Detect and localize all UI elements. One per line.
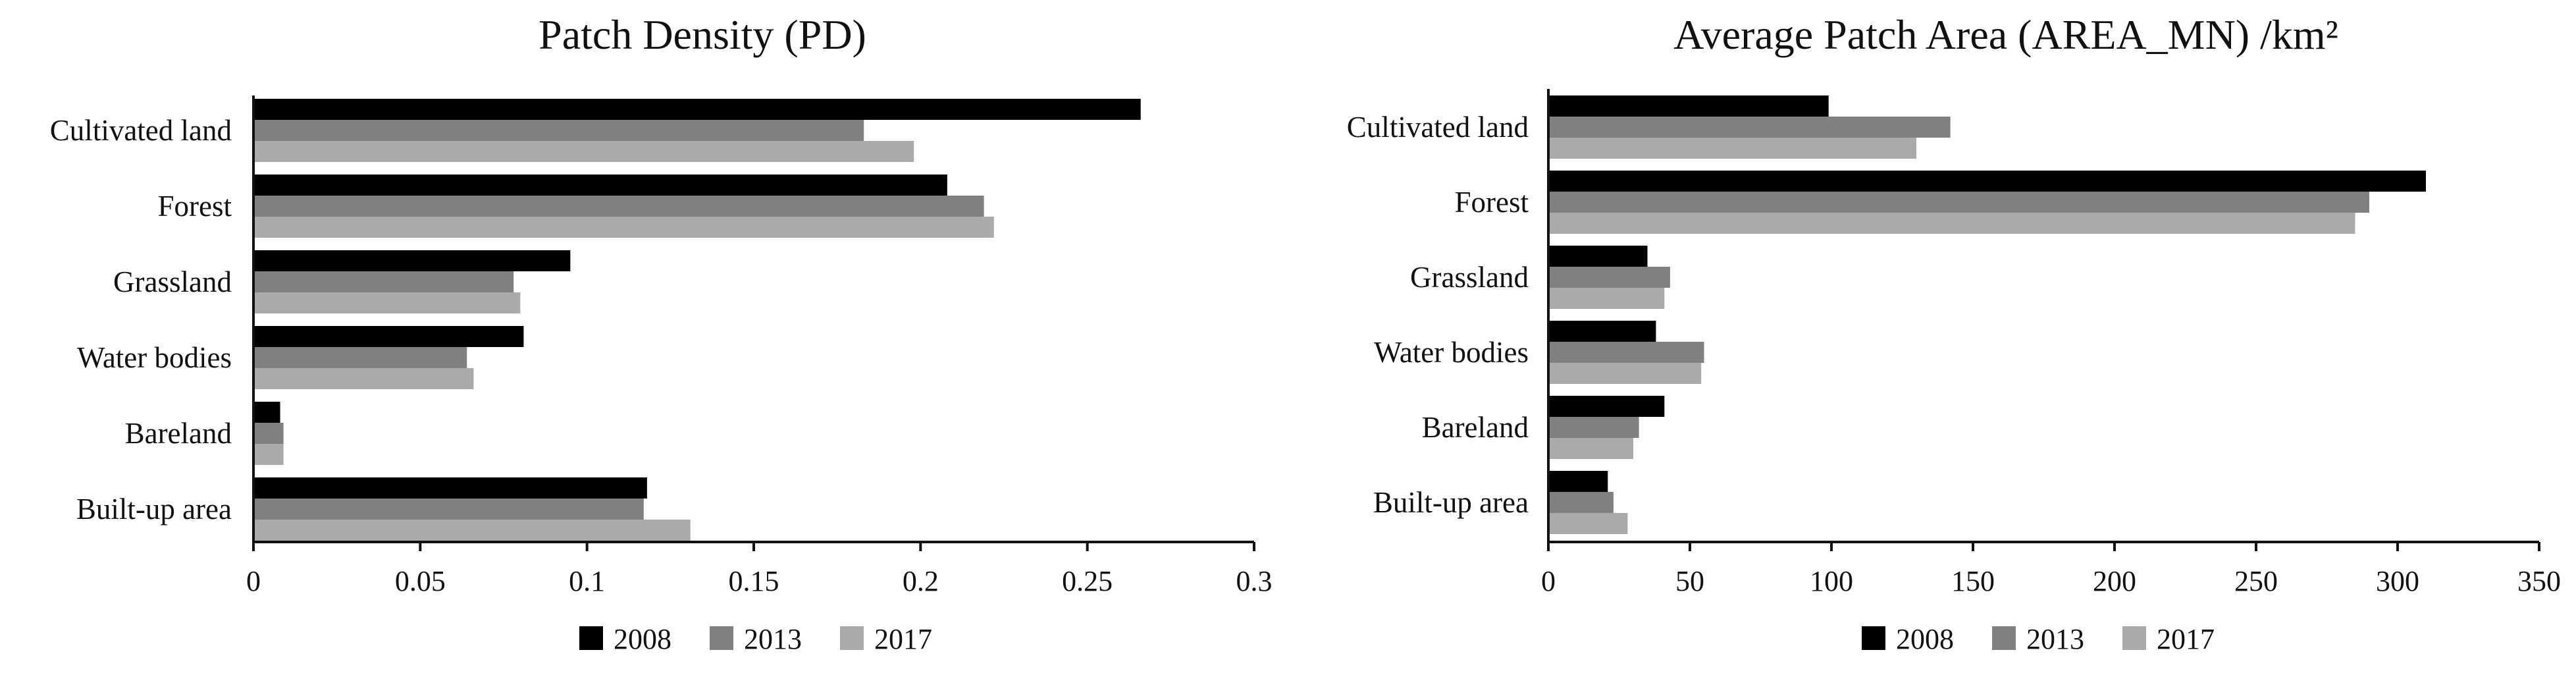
bar-cultivated-land-2017: [1548, 138, 1916, 159]
legend-swatch-2013: [1992, 626, 2016, 650]
bar-forest-2008: [1548, 171, 2426, 192]
bar-water-bodies-2017: [253, 368, 474, 389]
legend-label: 2017: [874, 623, 932, 655]
bar-forest-2013: [1548, 192, 2369, 213]
x-tick-label: 300: [2376, 565, 2419, 597]
x-tick-label: 0.25: [1062, 565, 1113, 597]
x-tick-label: 250: [2234, 565, 2278, 597]
chart-title: Patch Density (PD): [539, 11, 866, 58]
bar-built-up-area-2017: [1548, 513, 1628, 534]
bar-built-up-area-2008: [1548, 471, 1608, 492]
bar-water-bodies-2013: [253, 347, 467, 368]
bar-cultivated-land-2013: [1548, 117, 1951, 138]
x-tick-label: 0.1: [569, 565, 605, 597]
bar-grassland-2013: [1548, 267, 1670, 288]
category-label: Grassland: [113, 265, 232, 298]
category-label: Water bodies: [1374, 336, 1529, 369]
bar-bareland-2013: [1548, 417, 1639, 438]
bar-water-bodies-2008: [253, 326, 524, 347]
category-label: Cultivated land: [1347, 111, 1529, 144]
x-tick-label: 0: [1541, 565, 1556, 597]
bar-grassland-2008: [1548, 246, 1648, 267]
category-label: Built-up area: [76, 493, 232, 526]
x-tick-label: 150: [1951, 565, 1995, 597]
category-label: Grassland: [1410, 261, 1529, 294]
category-label: Bareland: [1422, 411, 1529, 444]
bar-bareland-2008: [253, 402, 280, 423]
bar-built-up-area-2008: [253, 477, 647, 499]
bar-bareland-2017: [253, 444, 284, 465]
x-tick-label: 50: [1675, 565, 1704, 597]
bar-bareland-2017: [1548, 438, 1633, 459]
bar-cultivated-land-2008: [253, 99, 1141, 120]
x-tick-label: 0.05: [395, 565, 446, 597]
bar-built-up-area-2013: [1548, 492, 1614, 513]
x-tick-label: 0.15: [729, 565, 779, 597]
category-label: Bareland: [125, 417, 232, 450]
chart-title: Average Patch Area (AREA_MN) /km²: [1673, 11, 2338, 58]
bar-grassland-2017: [253, 292, 521, 313]
bar-water-bodies-2008: [1548, 321, 1656, 342]
bar-built-up-area-2013: [253, 499, 644, 520]
legend-label: 2017: [2157, 623, 2215, 655]
bar-water-bodies-2013: [1548, 342, 1704, 363]
legend-swatch-2013: [710, 626, 733, 650]
bar-cultivated-land-2017: [253, 141, 914, 162]
category-label: Cultivated land: [50, 114, 232, 147]
legend-label: 2013: [2026, 623, 2084, 655]
legend-swatch-2008: [579, 626, 603, 650]
x-tick-label: 0: [246, 565, 261, 597]
x-tick-label: 0.3: [1236, 565, 1273, 597]
x-tick-label: 100: [1810, 565, 1853, 597]
legend-label: 2008: [614, 623, 671, 655]
bar-forest-2008: [253, 175, 947, 196]
category-label: Forest: [158, 190, 232, 223]
bar-forest-2017: [1548, 213, 2355, 234]
bar-cultivated-land-2013: [253, 120, 864, 141]
category-label: Water bodies: [77, 341, 232, 374]
bar-grassland-2013: [253, 271, 514, 292]
x-tick-label: 350: [2517, 565, 2561, 597]
legend-label: 2013: [744, 623, 802, 655]
bar-water-bodies-2017: [1548, 363, 1702, 384]
bar-bareland-2013: [253, 423, 284, 444]
bar-grassland-2017: [1548, 288, 1665, 309]
x-tick-label: 200: [2093, 565, 2136, 597]
bar-cultivated-land-2008: [1548, 95, 1829, 117]
bar-bareland-2008: [1548, 396, 1665, 417]
legend-label: 2008: [1896, 623, 1954, 655]
legend-swatch-2017: [2122, 626, 2146, 650]
bar-forest-2013: [253, 196, 984, 217]
category-label: Forest: [1455, 186, 1529, 219]
x-tick-label: 0.2: [903, 565, 939, 597]
category-label: Built-up area: [1373, 486, 1529, 519]
bar-grassland-2008: [253, 250, 571, 271]
legend-swatch-2017: [840, 626, 864, 650]
bar-built-up-area-2017: [253, 520, 691, 541]
bar-forest-2017: [253, 217, 994, 238]
legend-swatch-2008: [1862, 626, 1885, 650]
